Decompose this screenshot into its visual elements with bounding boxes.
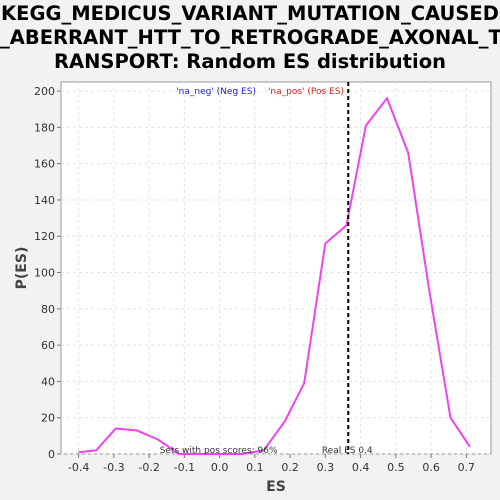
y-tick-label: 140	[34, 194, 55, 207]
x-tick-label: 0.5	[387, 461, 405, 474]
es-distribution-line	[78, 96, 471, 455]
x-tick-label: 0.0	[211, 461, 229, 474]
x-tick-label: 0.7	[458, 461, 476, 474]
neg-es-label: 'na_neg' (Neg ES)	[176, 87, 256, 97]
title-line-2: _ABERRANT_HTT_TO_RETROGRADE_AXONAL_T	[0, 26, 500, 49]
x-tick-label: 0.1	[246, 461, 264, 474]
title-line-3: RANSPORT: Random ES distribution	[54, 50, 446, 73]
chart-title: KEGG_MEDICUS_VARIANT_MUTATION_CAUSED _AB…	[0, 2, 500, 74]
real-es-label: Real ES 0.4	[322, 446, 373, 456]
x-tick-label: -0.4	[68, 461, 89, 474]
y-tick-label: 200	[34, 85, 55, 98]
sets-pos-label: Sets with pos scores: 96%	[160, 446, 278, 456]
y-tick-label: 40	[41, 375, 55, 388]
x-tick-label: -0.3	[103, 461, 124, 474]
plot-area	[60, 81, 492, 455]
x-tick-label: -0.2	[138, 461, 159, 474]
y-tick-label: 100	[34, 267, 55, 280]
y-tick-label: 60	[41, 339, 55, 352]
title-line-1: KEGG_MEDICUS_VARIANT_MUTATION_CAUSED	[1, 2, 499, 25]
axes: -0.4 -0.3 -0.2 -0.1 0.0 0.1 0.2 0.3 0.4 0.5 0.6 0.7…	[34, 85, 475, 474]
x-tick-label: -0.1	[174, 461, 195, 474]
y-axis-label: P(ES)	[14, 247, 30, 290]
y-tick-label: 180	[34, 121, 55, 134]
grid	[61, 82, 491, 455]
x-tick-label: 0.4	[352, 461, 370, 474]
x-axis-label: ES	[266, 479, 286, 495]
y-tick-label: 160	[34, 158, 55, 171]
y-tick-label: 0	[48, 448, 55, 461]
x-tick-label: 0.2	[281, 461, 299, 474]
pos-es-label: 'na_pos' (Pos ES)	[268, 87, 344, 97]
y-tick-label: 120	[34, 230, 55, 243]
x-tick-label: 0.3	[317, 461, 335, 474]
y-tick-label: 80	[41, 303, 55, 316]
series-layer	[78, 96, 471, 455]
x-tick-label: 0.6	[422, 461, 440, 474]
y-tick-label: 20	[41, 412, 55, 425]
